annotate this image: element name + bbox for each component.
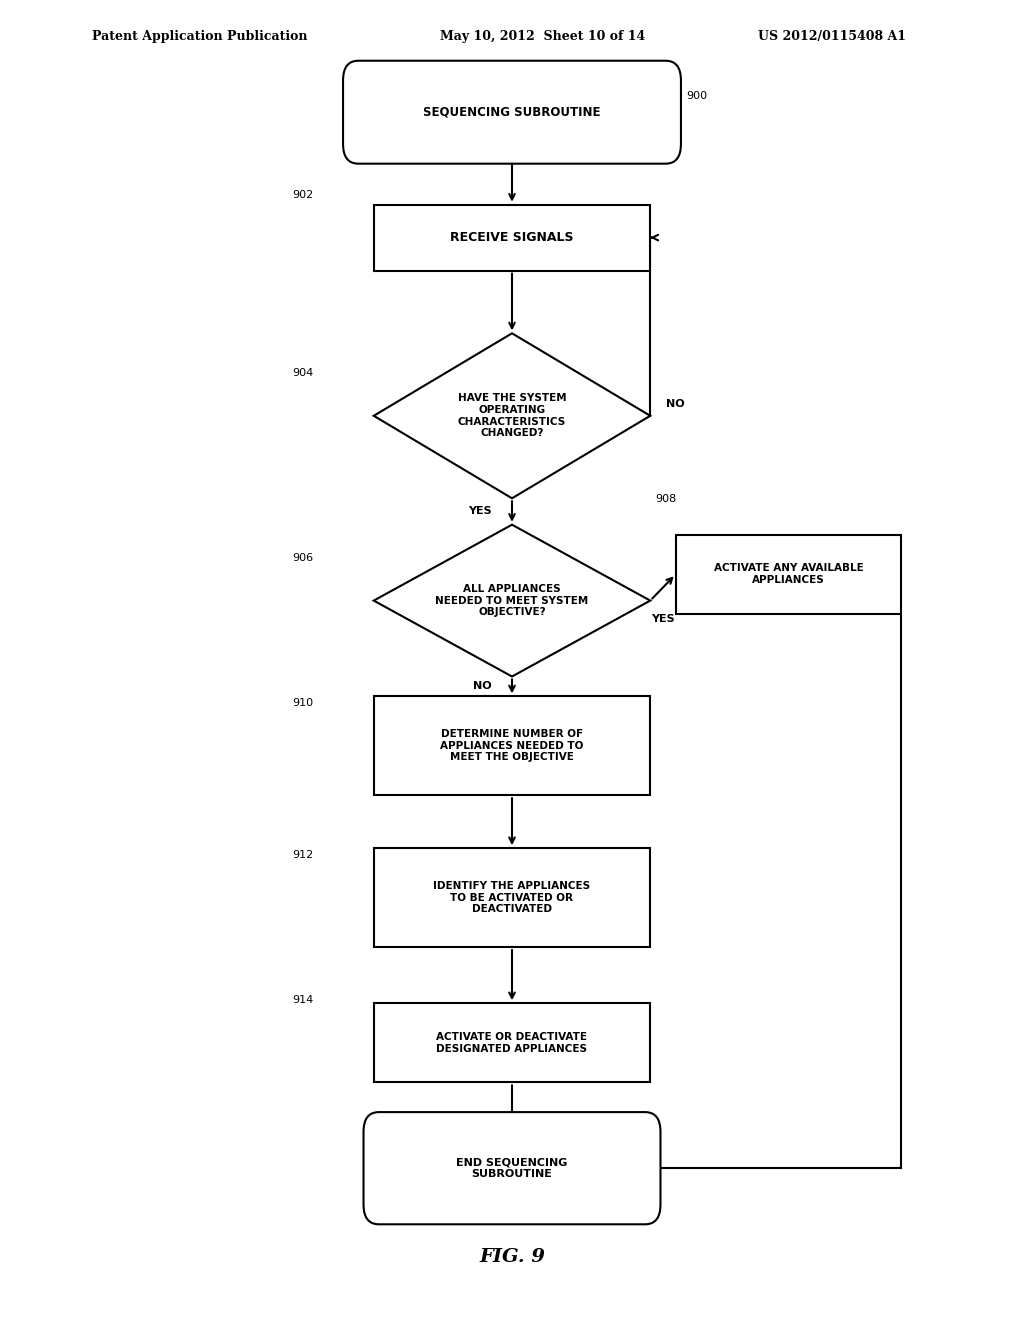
- FancyBboxPatch shape: [374, 697, 650, 795]
- Text: SEQUENCING SUBROUTINE: SEQUENCING SUBROUTINE: [423, 106, 601, 119]
- Text: 914: 914: [292, 995, 313, 1006]
- Text: ACTIVATE ANY AVAILABLE
APPLIANCES: ACTIVATE ANY AVAILABLE APPLIANCES: [714, 564, 863, 585]
- Text: IDENTIFY THE APPLIANCES
TO BE ACTIVATED OR
DEACTIVATED: IDENTIFY THE APPLIANCES TO BE ACTIVATED …: [433, 880, 591, 915]
- Text: 910: 910: [292, 698, 313, 709]
- Text: FIG. 9: FIG. 9: [479, 1247, 545, 1266]
- FancyBboxPatch shape: [374, 205, 650, 271]
- Text: 908: 908: [655, 494, 677, 504]
- FancyBboxPatch shape: [364, 1111, 660, 1225]
- Text: 902: 902: [292, 190, 313, 201]
- Text: May 10, 2012  Sheet 10 of 14: May 10, 2012 Sheet 10 of 14: [440, 30, 645, 44]
- Text: YES: YES: [468, 507, 492, 516]
- Text: HAVE THE SYSTEM
OPERATING
CHARACTERISTICS
CHANGED?: HAVE THE SYSTEM OPERATING CHARACTERISTIC…: [458, 393, 566, 438]
- Text: ACTIVATE OR DEACTIVATE
DESIGNATED APPLIANCES: ACTIVATE OR DEACTIVATE DESIGNATED APPLIA…: [436, 1032, 588, 1053]
- Text: 912: 912: [292, 850, 313, 861]
- Polygon shape: [374, 524, 650, 676]
- FancyBboxPatch shape: [676, 535, 901, 614]
- Text: US 2012/0115408 A1: US 2012/0115408 A1: [758, 30, 906, 44]
- FancyBboxPatch shape: [374, 1003, 650, 1082]
- FancyBboxPatch shape: [374, 847, 650, 948]
- Text: NO: NO: [473, 681, 492, 692]
- Text: NO: NO: [666, 399, 684, 409]
- Text: 904: 904: [292, 368, 313, 379]
- Text: ALL APPLIANCES
NEEDED TO MEET SYSTEM
OBJECTIVE?: ALL APPLIANCES NEEDED TO MEET SYSTEM OBJ…: [435, 583, 589, 618]
- Text: RECEIVE SIGNALS: RECEIVE SIGNALS: [451, 231, 573, 244]
- Text: DETERMINE NUMBER OF
APPLIANCES NEEDED TO
MEET THE OBJECTIVE: DETERMINE NUMBER OF APPLIANCES NEEDED TO…: [440, 729, 584, 763]
- Text: END SEQUENCING
SUBROUTINE: END SEQUENCING SUBROUTINE: [457, 1158, 567, 1179]
- Text: YES: YES: [651, 614, 675, 624]
- Polygon shape: [374, 333, 650, 498]
- Text: 906: 906: [292, 553, 313, 564]
- Text: 900: 900: [686, 91, 708, 102]
- Text: Patent Application Publication: Patent Application Publication: [92, 30, 307, 44]
- FancyBboxPatch shape: [343, 61, 681, 164]
